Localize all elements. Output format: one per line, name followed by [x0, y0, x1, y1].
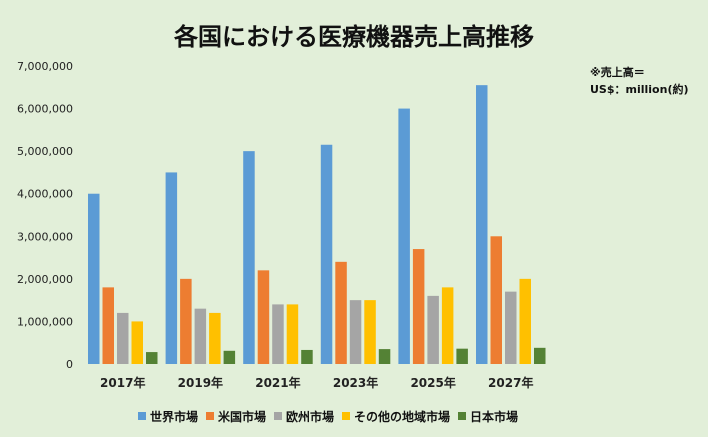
bar	[476, 85, 488, 365]
x-tick-label: 2019年	[178, 375, 223, 390]
bar	[209, 312, 221, 364]
bar	[286, 304, 299, 364]
bar	[519, 278, 531, 364]
bar	[146, 352, 158, 364]
legend-swatch	[206, 412, 214, 420]
legend-label: 世界市場	[150, 409, 198, 424]
bar	[490, 236, 502, 364]
y-tick-label: 3,000,000	[17, 230, 73, 243]
x-tick-label: 2023年	[333, 375, 378, 390]
y-tick-label: 5,000,000	[17, 145, 73, 158]
y-tick-label: 4,000,000	[17, 188, 73, 201]
bar	[349, 300, 362, 364]
bar	[456, 348, 468, 364]
bar	[412, 249, 425, 364]
bar	[194, 308, 207, 364]
bar	[534, 347, 546, 364]
x-tick-label: 2025年	[410, 375, 455, 390]
bar	[441, 287, 454, 364]
bar	[301, 349, 313, 364]
unit-note-line-2: US$：million(約)	[590, 82, 689, 96]
y-tick-label: 6,000,000	[17, 103, 73, 116]
bar	[257, 270, 270, 364]
bar	[335, 261, 347, 364]
bar	[320, 144, 333, 364]
y-axis: 0 1,000,000 2,000,000 3,000,000 4,000,000 5,0…	[17, 60, 73, 371]
bar	[88, 193, 100, 364]
bar	[165, 172, 178, 364]
bar	[223, 350, 236, 364]
y-tick-label: 2,000,000	[17, 273, 73, 286]
x-tick-label: 2027年	[488, 375, 533, 390]
bar	[378, 349, 391, 364]
legend-swatch	[342, 412, 350, 420]
legend-swatch	[138, 412, 146, 420]
legend-label: その他の地域市場	[354, 409, 450, 424]
bar	[131, 321, 143, 364]
y-tick-label: 1,000,000	[17, 315, 73, 328]
legend-label: 日本市場	[470, 409, 518, 424]
legend: 世界市場 米国市場 欧州市場 その他の地域市場 日本市場	[138, 409, 518, 424]
x-tick-label: 2021年	[255, 375, 300, 390]
legend-label: 米国市場	[218, 409, 266, 424]
bar	[180, 278, 192, 364]
x-axis: 2017年 2019年 2021年 2023年 2025年 2027年	[100, 375, 533, 390]
bar	[505, 291, 517, 364]
bar	[427, 295, 439, 364]
y-tick-label: 7,000,000	[17, 60, 73, 73]
x-tick-label: 2017年	[100, 375, 145, 390]
chart-title: 各国における医療機器売上高推移	[173, 23, 534, 51]
bar	[272, 304, 284, 364]
bar	[102, 287, 114, 364]
legend-swatch	[274, 412, 282, 420]
y-tick-label: 0	[66, 358, 73, 371]
bar	[243, 151, 255, 364]
legend-label: 欧州市場	[286, 409, 334, 424]
bar	[398, 108, 410, 364]
unit-note-line-1: ※売上高＝	[590, 65, 645, 79]
legend-swatch	[458, 412, 466, 420]
bar	[117, 312, 129, 364]
bar	[364, 300, 376, 364]
plot-bars	[88, 85, 546, 365]
